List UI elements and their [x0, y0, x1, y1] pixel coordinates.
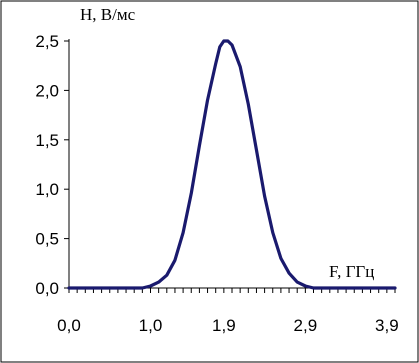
y-tick-label: 1,5	[35, 131, 59, 150]
tick-labels: 0,0 0,5 1,0 1,5 2,0 2,5 0,0 1,0 1,9 2,9 3,9	[35, 32, 398, 335]
x-tick-label: 3,9	[375, 316, 399, 335]
y-axis-label: Н, В/мс	[80, 5, 136, 24]
x-tick-label: 1,9	[212, 316, 236, 335]
y-tick-label: 1,0	[35, 180, 59, 199]
y-tick-label: 0,5	[35, 230, 59, 249]
x-tick-label: 0,0	[57, 316, 81, 335]
x-axis-label: F, ГГц	[329, 262, 374, 281]
x-tick-label: 1,0	[139, 316, 163, 335]
x-tick-label: 2,9	[294, 316, 318, 335]
y-tick-label: 2,0	[35, 81, 59, 100]
series-line	[67, 39, 397, 290]
y-tick-label: 0,0	[35, 279, 59, 298]
series-group	[67, 39, 397, 290]
y-tick-label: 2,5	[35, 32, 59, 51]
